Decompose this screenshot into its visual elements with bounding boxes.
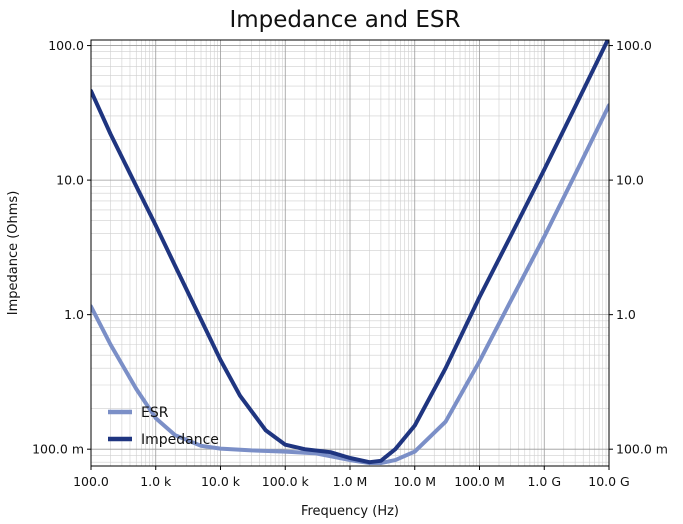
impedance-series-line [91, 40, 609, 465]
legend: ESR Impedance [108, 405, 219, 448]
major-gridlines [90, 40, 609, 466]
x-tick-label: 10.0 M [393, 474, 436, 489]
y-axis-ticks-right: 100.0 m 1.0 10.0 100.0 [609, 38, 668, 457]
y-tick-label-left: 10.0 [56, 173, 84, 188]
series-lines [91, 40, 609, 465]
x-tick-label: 100.0 [73, 474, 109, 489]
y-tick-label-left: 1.0 [64, 307, 84, 322]
x-tick-label: 100.0 k [262, 474, 310, 489]
x-tick-label: 100.0 M [454, 474, 505, 489]
legend-label-impedance: Impedance [141, 432, 219, 448]
chart-title: Impedance and ESR [229, 7, 460, 33]
y-tick-label-right: 1.0 [616, 307, 636, 322]
y-tick-label-right: 100.0 m [616, 442, 668, 457]
legend-label-esr: ESR [141, 405, 169, 421]
y-tick-label-right: 10.0 [616, 173, 644, 188]
x-tick-label: 10.0 k [201, 474, 241, 489]
x-axis-ticks: 100.0 1.0 k 10.0 k 100.0 k 1.0 M 10.0 M 100.0 … [73, 466, 630, 489]
y-tick-label-left: 100.0 [48, 38, 84, 53]
x-tick-label: 1.0 M [333, 474, 368, 489]
x-tick-label: 1.0 G [527, 474, 561, 489]
y-axis-ticks-left: 100.0 m 1.0 10.0 100.0 [32, 38, 91, 457]
x-tick-label: 1.0 k [140, 474, 172, 489]
y-tick-label-left: 100.0 m [32, 442, 84, 457]
y-axis-label: Impedance (Ohms) [6, 191, 21, 316]
y-tick-label-right: 100.0 [616, 38, 652, 53]
x-tick-label: 10.0 G [588, 474, 630, 489]
x-axis-label: Frequency (Hz) [301, 504, 399, 519]
esr-series-line [91, 103, 609, 465]
